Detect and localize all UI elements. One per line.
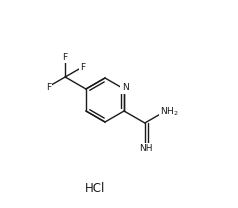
Text: F: F [63, 53, 68, 62]
Text: HCl: HCl [85, 182, 105, 194]
Text: F: F [80, 62, 85, 72]
Text: N: N [122, 83, 129, 93]
Text: NH$_2$: NH$_2$ [160, 106, 178, 118]
Text: F: F [46, 83, 51, 92]
Text: NH: NH [139, 144, 153, 152]
